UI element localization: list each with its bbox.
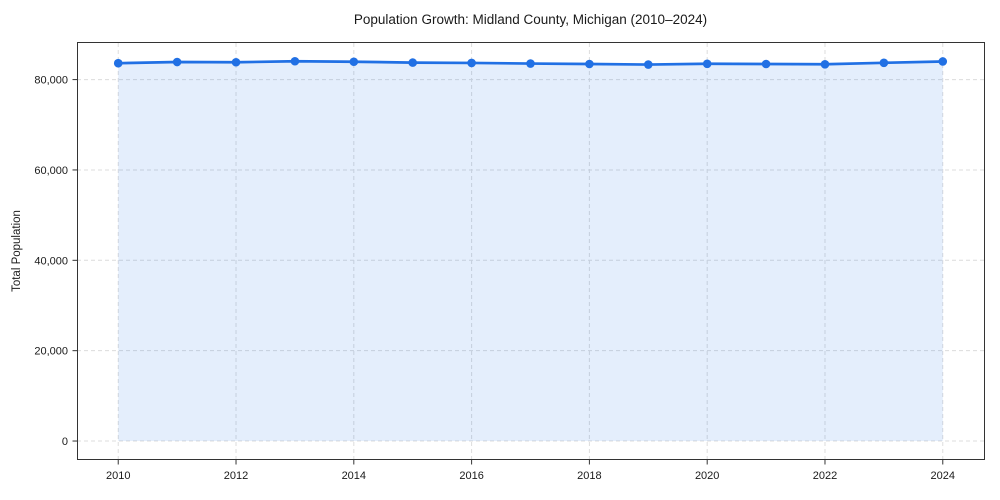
x-tick-label: 2014 — [342, 470, 366, 482]
axis-ticks: 2010 2012 2014 2016 2018 2020 2022 2024 0 20,000 4… — [34, 75, 955, 482]
x-tick-label: 2022 — [813, 470, 837, 482]
y-tick-label: 60,000 — [34, 165, 68, 177]
x-tick-label: 2016 — [459, 470, 483, 482]
data-point — [761, 59, 771, 69]
data-point — [290, 56, 300, 66]
y-tick-label: 40,000 — [34, 255, 68, 267]
x-tick-label: 2010 — [106, 470, 130, 482]
y-tick-label: 0 — [62, 436, 68, 448]
data-point — [172, 57, 182, 67]
data-point — [349, 57, 359, 67]
data-point — [408, 58, 418, 67]
data-point — [113, 58, 123, 68]
data-point — [467, 58, 476, 68]
data-point — [938, 57, 948, 66]
data-point — [702, 59, 712, 69]
x-tick-label: 2020 — [695, 470, 719, 482]
data-point — [585, 59, 594, 69]
x-tick-label: 2018 — [577, 470, 601, 482]
data-point — [879, 58, 889, 68]
y-tick-label: 20,000 — [34, 346, 68, 358]
data-point — [820, 59, 830, 69]
chart-title: Population Growth: Midland County, Michi… — [353, 12, 708, 27]
data-point — [231, 57, 241, 67]
y-tick-label: 80,000 — [34, 75, 68, 87]
data-point — [526, 59, 535, 68]
x-tick-label: 2024 — [931, 470, 955, 482]
data-points — [113, 56, 948, 69]
x-tick-label: 2012 — [224, 470, 248, 482]
data-point — [643, 60, 653, 69]
area-fill — [118, 61, 943, 442]
plot-spines — [77, 42, 985, 460]
